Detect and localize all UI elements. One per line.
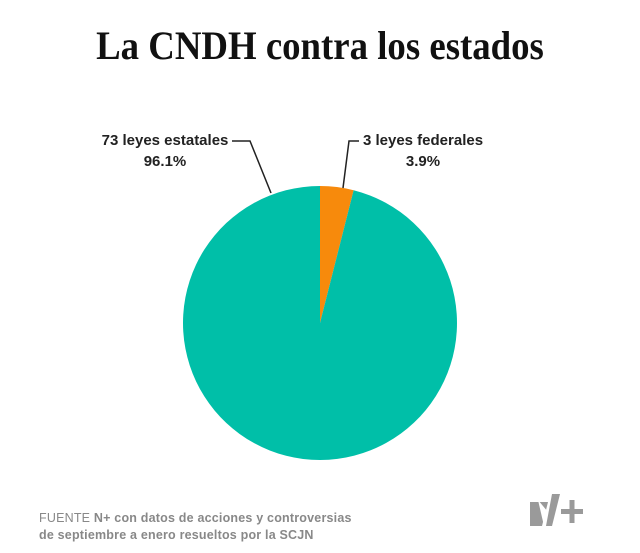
slice-label-federales: 3 leyes federales 3.9% xyxy=(358,132,488,170)
slice-label-text: 73 leyes estatales xyxy=(101,132,229,149)
source-line-1: N+ con datos de acciones y controversias xyxy=(93,511,352,525)
slice-label-text: 3 leyes federales xyxy=(362,132,484,149)
slice-label-estatales: 73 leyes estatales 96.1% xyxy=(95,132,235,170)
pie-slice-estatales xyxy=(182,186,457,461)
slice-percent: 3.9% xyxy=(405,153,441,170)
source-note: FUENTE N+ con datos de acciones y contro… xyxy=(39,510,352,544)
n-plus-logo xyxy=(530,494,583,526)
leader-line-estatales xyxy=(232,140,272,194)
pie-slice-federales xyxy=(320,186,354,323)
source-line-2: de septiembre a enero resueltos por la S… xyxy=(39,528,314,542)
slice-percent: 96.1% xyxy=(143,153,187,170)
source-prefix: FUENTE xyxy=(39,511,91,525)
chart-title: La CNDH contra los estados xyxy=(96,23,544,68)
leader-line-federales xyxy=(342,140,359,189)
